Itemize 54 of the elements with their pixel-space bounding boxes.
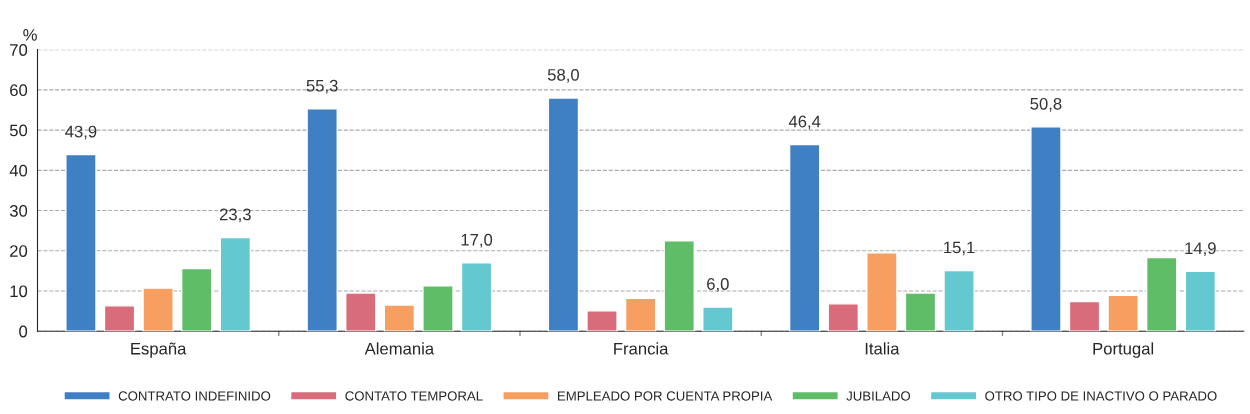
data-label: 50,8 bbox=[1030, 97, 1062, 112]
y-tick-label: 70 bbox=[10, 44, 28, 56]
bar bbox=[904, 292, 937, 332]
y-tick-label: 40 bbox=[9, 164, 28, 177]
data-label: 6,0 bbox=[707, 278, 729, 292]
y-tick-label: 60 bbox=[10, 84, 28, 97]
bar bbox=[460, 262, 493, 332]
bar bbox=[219, 236, 252, 332]
y-tick-label: 20 bbox=[10, 245, 28, 257]
data-label: 58,0 bbox=[547, 68, 579, 83]
data-label: 55,3 bbox=[306, 79, 338, 94]
bar bbox=[306, 108, 338, 332]
data-label: 43,9 bbox=[65, 125, 97, 140]
y-tick-label: 10 bbox=[10, 285, 28, 298]
legend-label: OTRO TIPO DE INACTIVO O PARADO bbox=[985, 391, 1217, 401]
legend-label: CONTRATO INDEFINIDO bbox=[118, 391, 271, 401]
bar bbox=[586, 309, 618, 332]
bar bbox=[827, 303, 860, 332]
x-tick-label: Francia bbox=[614, 342, 669, 355]
bar bbox=[702, 306, 734, 332]
data-label: 15,1 bbox=[944, 241, 975, 256]
bar bbox=[866, 252, 898, 332]
data-label: 23,3 bbox=[219, 208, 251, 223]
bar bbox=[1068, 300, 1101, 332]
bar bbox=[383, 304, 416, 332]
x-tick-label: Alemania bbox=[364, 342, 435, 355]
bar bbox=[788, 143, 821, 332]
bar bbox=[345, 292, 377, 332]
bar bbox=[142, 287, 174, 332]
legend-label: EMPLEADO POR CUENTA PROPIA bbox=[558, 391, 773, 401]
x-tick-label: Portugal bbox=[1093, 342, 1154, 358]
bar bbox=[1145, 256, 1178, 332]
bar bbox=[547, 97, 580, 332]
y-axis-title: % bbox=[23, 29, 37, 41]
bar bbox=[65, 153, 97, 332]
y-tick-label: 50 bbox=[9, 124, 28, 137]
data-label: 17,0 bbox=[461, 233, 493, 248]
y-tick-label: 30 bbox=[9, 204, 28, 217]
bar bbox=[422, 285, 454, 332]
y-tick-label: 0 bbox=[19, 325, 28, 338]
bar bbox=[663, 240, 695, 332]
data-label: 46,4 bbox=[788, 115, 821, 130]
x-tick-label: España bbox=[131, 342, 187, 358]
bar bbox=[1107, 294, 1139, 332]
legend-label: CONTATO TEMPORAL bbox=[345, 391, 483, 401]
bar bbox=[943, 269, 975, 332]
data-label: 14,9 bbox=[1185, 242, 1216, 257]
legend-label: JUBILADO bbox=[846, 391, 911, 401]
bar bbox=[624, 297, 657, 332]
bar bbox=[180, 267, 213, 332]
bar bbox=[1184, 270, 1217, 332]
bar bbox=[1030, 126, 1062, 332]
bar bbox=[103, 305, 136, 332]
x-tick-label: Italia bbox=[865, 342, 900, 355]
